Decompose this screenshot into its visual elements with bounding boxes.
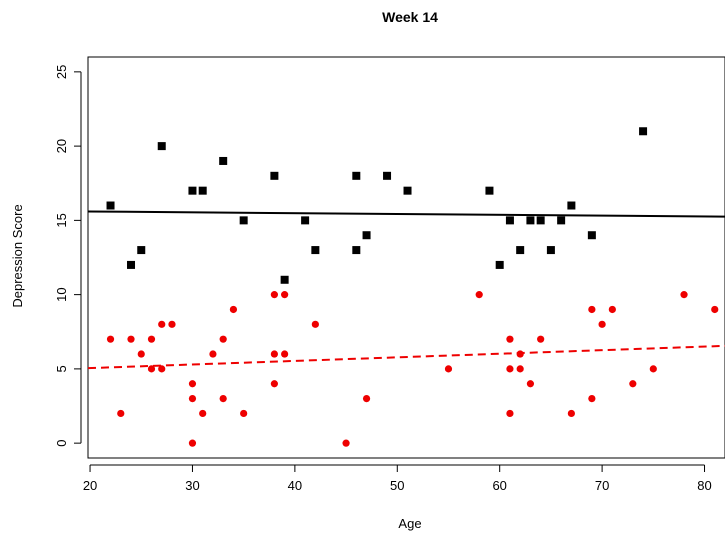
y-tick-label: 0: [54, 440, 69, 447]
y-tick-label: 20: [54, 139, 69, 153]
data-point-square: [106, 201, 115, 210]
data-point-circle: [270, 291, 278, 299]
x-tick-label: 70: [595, 478, 609, 493]
data-point-circle: [588, 394, 596, 403]
data-point-circle: [598, 320, 606, 328]
data-point-square: [270, 171, 279, 180]
x-tick-label: 40: [288, 478, 302, 493]
y-axis-label: Depression Score: [10, 204, 25, 307]
data-point-square: [301, 216, 310, 225]
data-point-circle: [188, 380, 197, 388]
data-point-square: [137, 246, 146, 255]
data-point-square: [516, 246, 525, 255]
plot-frame: [87, 56, 725, 459]
plot-area: 20 30 40 50 60 70 80 0 5 10 15 20 25: [54, 56, 725, 493]
data-point-circle: [127, 335, 135, 343]
y-tick-label: 10: [54, 287, 69, 301]
data-point-square: [157, 142, 166, 151]
x-tick-label: 20: [83, 478, 97, 493]
data-point-circle: [117, 409, 125, 418]
data-point-circle: [270, 350, 278, 358]
data-point-circle: [711, 305, 719, 314]
data-point-square: [198, 186, 207, 195]
data-point-square: [239, 216, 248, 225]
data-point-circle: [537, 335, 545, 343]
y-tick-label: 5: [54, 365, 69, 372]
data-point-circle: [680, 291, 688, 299]
x-tick-label: 50: [390, 478, 404, 493]
data-point-circle: [137, 350, 145, 358]
y-tick-label: 15: [54, 213, 69, 227]
data-point-circle: [506, 335, 514, 343]
data-point-circle: [608, 305, 616, 314]
data-point-circle: [199, 409, 207, 418]
data-point-circle: [158, 320, 166, 328]
data-point-circle: [219, 335, 227, 343]
data-point-square: [352, 246, 361, 255]
data-point-square: [587, 231, 596, 240]
data-point-square: [352, 171, 361, 180]
data-point-circle: [281, 350, 289, 358]
data-point-square: [639, 127, 648, 136]
data-point-circle: [444, 365, 453, 373]
data-point-circle: [516, 365, 524, 373]
data-point-square: [127, 260, 136, 269]
data-point-circle: [506, 365, 514, 373]
data-point-square: [526, 216, 535, 225]
y-tick-label: 25: [54, 65, 69, 79]
data-point-square: [383, 171, 392, 180]
data-point-circle: [219, 394, 227, 403]
x-tick-label: 60: [492, 478, 506, 493]
data-point-circle: [649, 365, 657, 373]
data-point-circle: [567, 409, 575, 418]
data-point-circle: [188, 394, 197, 403]
data-point-square: [219, 156, 228, 165]
data-point-square: [403, 186, 412, 195]
data-point-circle: [311, 320, 319, 328]
data-point-circle: [240, 409, 248, 418]
data-point-square: [280, 275, 289, 284]
data-point-circle: [281, 291, 289, 299]
data-point-square: [546, 246, 555, 255]
data-point-circle: [362, 394, 371, 403]
data-point-circle: [475, 291, 483, 299]
data-point-circle: [147, 365, 156, 373]
data-point-circle: [270, 380, 278, 388]
data-point-circle: [168, 320, 176, 328]
x-tick-label: 30: [185, 478, 199, 493]
data-point-square: [362, 231, 371, 240]
data-point-square: [485, 186, 494, 195]
data-point-circle: [188, 439, 197, 447]
data-point-square: [505, 216, 514, 225]
data-point-square: [557, 216, 566, 225]
data-point-circle: [629, 380, 637, 388]
data-point-circle: [209, 350, 217, 358]
data-point-circle: [106, 335, 115, 343]
data-point-square: [188, 186, 197, 195]
x-tick-label: 80: [697, 478, 711, 493]
data-point-circle: [526, 380, 535, 388]
data-point-circle: [342, 439, 350, 447]
data-point-square: [536, 216, 545, 225]
data-point-circle: [229, 305, 238, 314]
data-point-circle: [506, 409, 514, 418]
data-point-square: [311, 246, 320, 255]
trend-line-2: [87, 344, 725, 370]
data-point-circle: [158, 365, 166, 373]
data-point-circle: [588, 305, 596, 314]
data-point-circle: [516, 350, 524, 358]
trend-line-1: [87, 210, 725, 218]
x-axis-label: Age: [398, 516, 421, 531]
chart-title: Week 14: [382, 9, 438, 25]
data-point-square: [567, 201, 576, 210]
data-point-square: [495, 260, 504, 269]
data-point-circle: [147, 335, 156, 343]
